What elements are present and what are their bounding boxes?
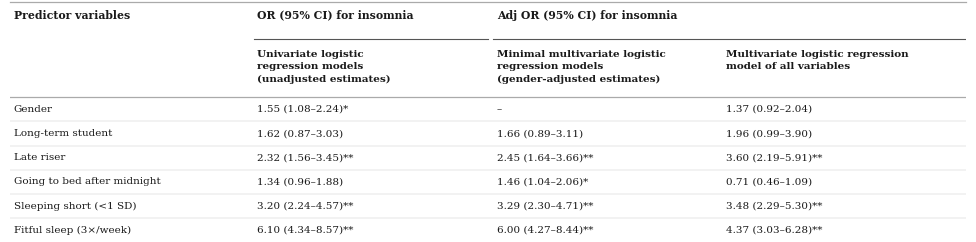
Text: 2.32 (1.56–3.45)**: 2.32 (1.56–3.45)** [258,153,354,162]
Text: 3.20 (2.24–4.57)**: 3.20 (2.24–4.57)** [258,202,354,211]
Text: Going to bed after midnight: Going to bed after midnight [14,177,160,186]
Text: 2.45 (1.64–3.66)**: 2.45 (1.64–3.66)** [497,153,593,162]
Text: 1.66 (0.89–3.11): 1.66 (0.89–3.11) [497,129,583,138]
Text: 6.00 (4.27–8.44)**: 6.00 (4.27–8.44)** [497,226,593,235]
Text: Multivariate logistic regression
model of all variables: Multivariate logistic regression model o… [726,50,909,71]
Text: 1.37 (0.92–2.04): 1.37 (0.92–2.04) [726,105,812,114]
Bar [10,121,966,146]
Text: 3.60 (2.19–5.91)**: 3.60 (2.19–5.91)** [726,153,823,162]
Text: OR (95% CI) for insomnia: OR (95% CI) for insomnia [258,9,414,21]
Text: 1.55 (1.08–2.24)*: 1.55 (1.08–2.24)* [258,105,348,114]
Bar [10,97,966,121]
Text: Univariate logistic
regression models
(unadjusted estimates): Univariate logistic regression models (u… [258,50,391,84]
Text: Gender: Gender [14,105,53,114]
Text: Fitful sleep (3×/week): Fitful sleep (3×/week) [14,226,131,235]
Text: 1.62 (0.87–3.03): 1.62 (0.87–3.03) [258,129,344,138]
Text: –: – [497,105,502,114]
Bar [10,170,966,194]
Bar [10,194,966,218]
Text: 6.10 (4.34–8.57)**: 6.10 (4.34–8.57)** [258,226,354,235]
Bar [10,146,966,170]
Text: Long-term student: Long-term student [14,129,112,138]
Text: 4.37 (3.03–6.28)**: 4.37 (3.03–6.28)** [726,226,823,235]
Text: 3.29 (2.30–4.71)**: 3.29 (2.30–4.71)** [497,202,593,211]
Bar [10,218,966,242]
Text: Adj OR (95% CI) for insomnia: Adj OR (95% CI) for insomnia [497,9,677,21]
Text: 1.34 (0.96–1.88): 1.34 (0.96–1.88) [258,177,344,186]
Text: 0.71 (0.46–1.09): 0.71 (0.46–1.09) [726,177,812,186]
Text: Late riser: Late riser [14,153,65,162]
Text: 1.46 (1.04–2.06)*: 1.46 (1.04–2.06)* [497,177,588,186]
Text: Predictor variables: Predictor variables [14,9,130,21]
Text: 1.96 (0.99–3.90): 1.96 (0.99–3.90) [726,129,812,138]
Text: Minimal multivariate logistic
regression models
(gender-adjusted estimates): Minimal multivariate logistic regression… [497,50,666,84]
Text: 3.48 (2.29–5.30)**: 3.48 (2.29–5.30)** [726,202,823,211]
Text: Sleeping short (<1 SD): Sleeping short (<1 SD) [14,202,136,211]
